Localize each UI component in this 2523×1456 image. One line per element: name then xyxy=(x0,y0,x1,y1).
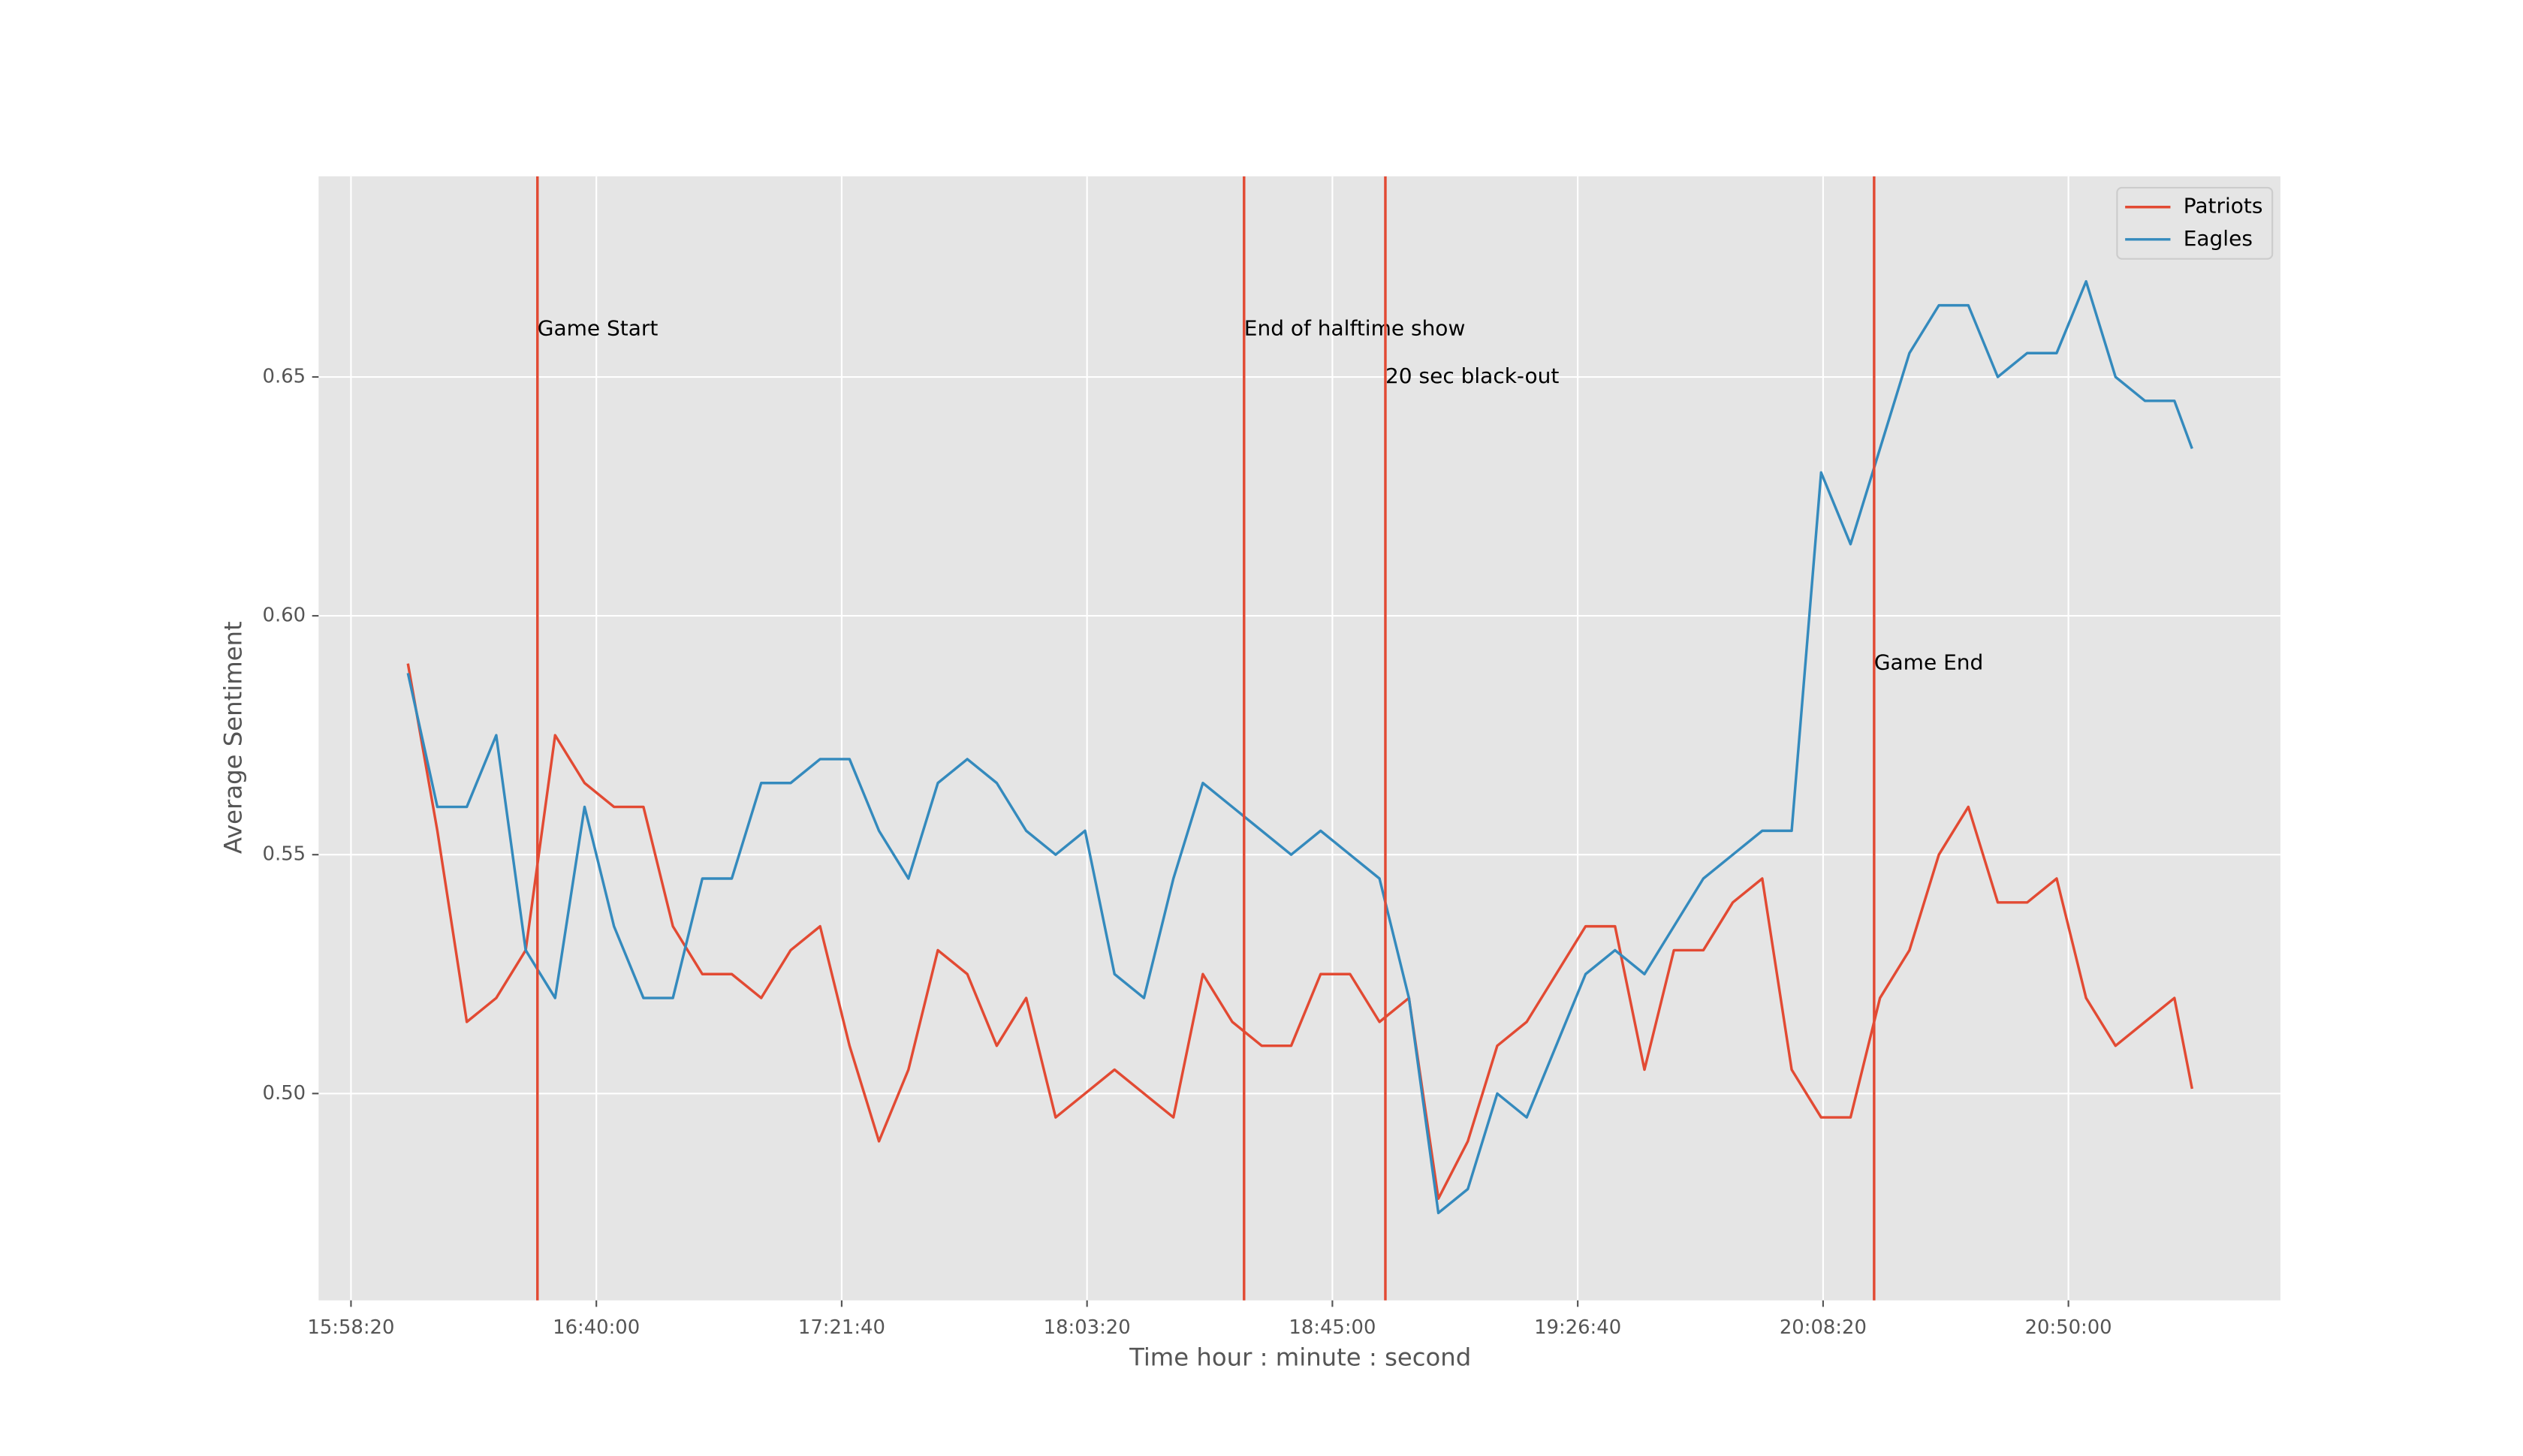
plot-area xyxy=(318,176,2280,1301)
annotation: 20 sec black-out xyxy=(1385,363,1559,388)
x-tick-label: 20:50:00 xyxy=(2025,1316,2112,1339)
x-tick-label: 18:03:20 xyxy=(1044,1316,1131,1339)
x-tick-label: 19:26:40 xyxy=(1534,1316,1621,1339)
y-tick-label: 0.50 xyxy=(263,1082,306,1105)
annotation: Game Start xyxy=(538,315,659,340)
x-tick-label: 18:45:00 xyxy=(1289,1316,1376,1339)
legend-label: Eagles xyxy=(2184,226,2253,251)
y-tick-label: 0.60 xyxy=(263,604,306,627)
series-line xyxy=(406,280,2193,1215)
x-tick-label: 17:21:40 xyxy=(798,1316,885,1339)
y-axis-label: Average Sentiment xyxy=(219,621,247,854)
legend-box xyxy=(2116,186,2274,260)
annotation: End of halftime show xyxy=(1244,315,1466,340)
x-tick-label: 16:40:00 xyxy=(553,1316,640,1339)
x-tick-label: 15:58:20 xyxy=(307,1316,394,1339)
legend-label: Patriots xyxy=(2184,194,2263,219)
x-axis-label: Time hour : minute : second xyxy=(1129,1343,1471,1371)
annotation: Game End xyxy=(1874,650,1983,675)
y-tick-label: 0.55 xyxy=(263,843,306,866)
y-tick-label: 0.65 xyxy=(263,366,306,388)
series-line xyxy=(406,663,2193,1200)
x-tick-label: 20:08:20 xyxy=(1780,1316,1867,1339)
